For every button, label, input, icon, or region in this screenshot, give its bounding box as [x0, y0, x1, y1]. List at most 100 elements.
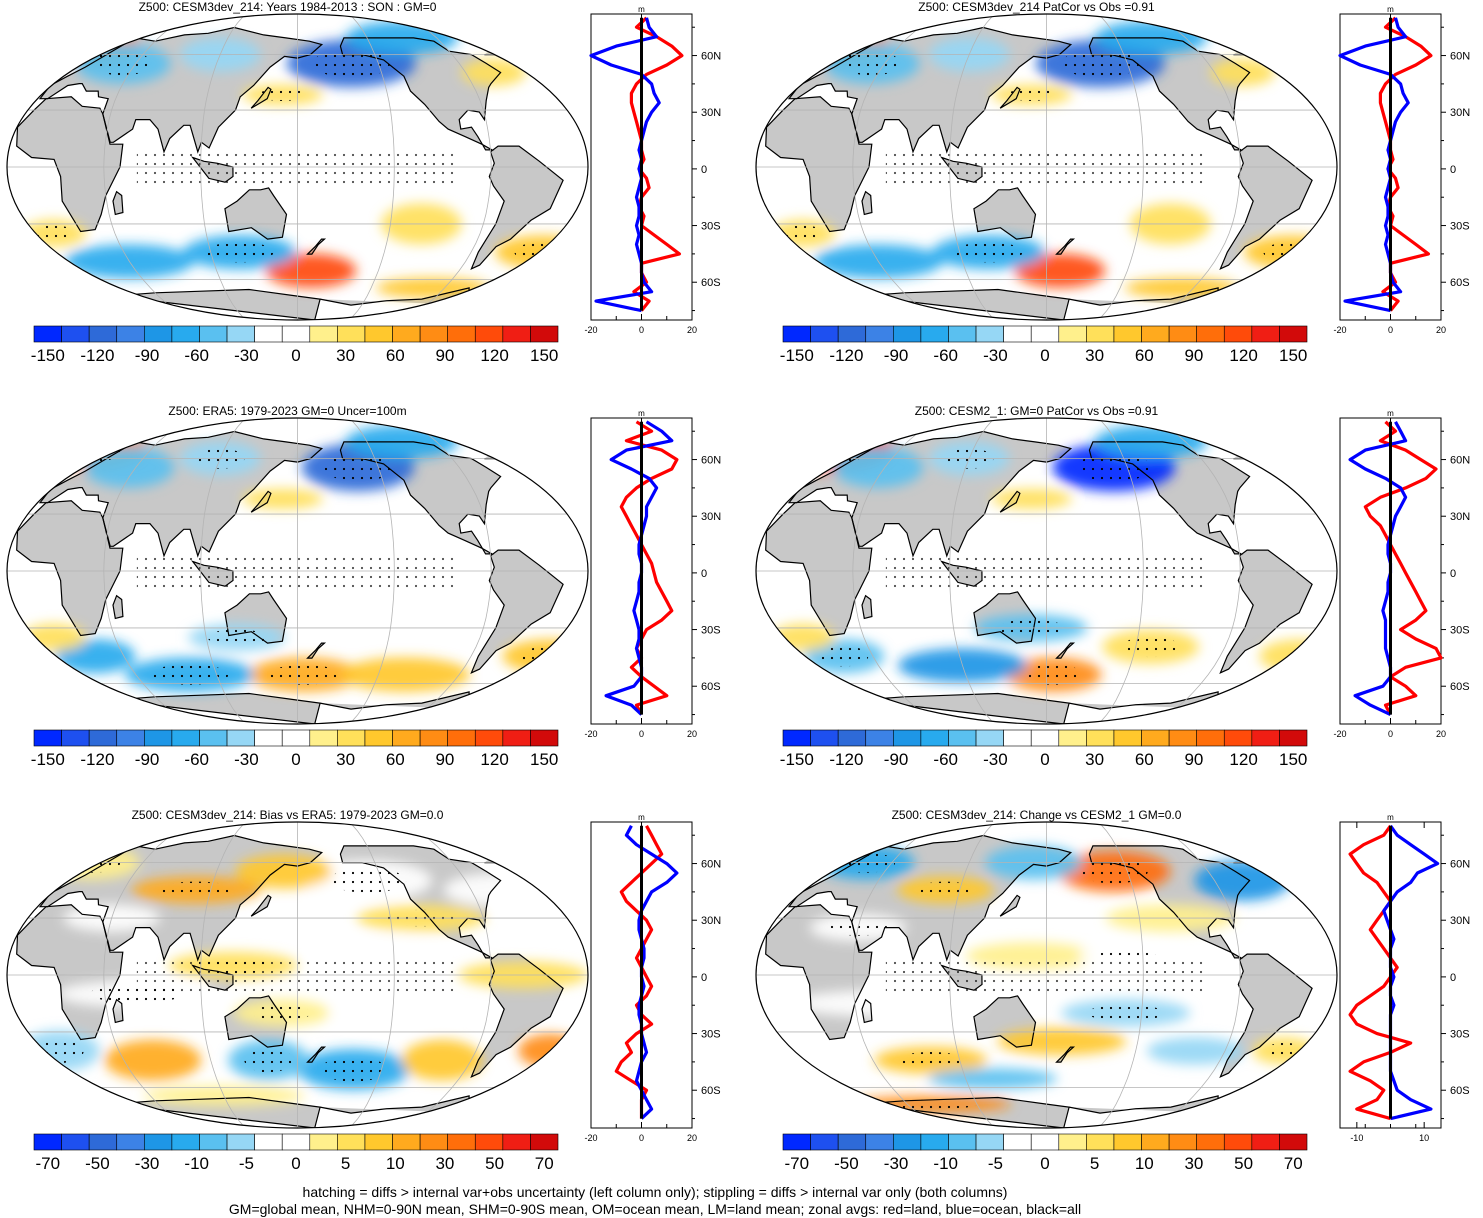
colorbar-label: -30	[983, 346, 1008, 365]
colorbar-box-7	[975, 325, 1004, 343]
colorbar-box-0	[782, 729, 811, 747]
colorbar-label: -10	[933, 1154, 958, 1173]
land-samerica	[471, 146, 564, 269]
colorbar-label: -70	[785, 1154, 810, 1173]
zonal-mean-panel: m -20 0 20 60N 30N 0 30S 60S	[1333, 5, 1470, 335]
stipple-8	[819, 646, 869, 667]
colorbar-label: -150	[780, 346, 814, 365]
meridian-60	[348, 822, 395, 1128]
coast-australia	[973, 995, 1037, 1048]
colorbar-label: 50	[1234, 1154, 1253, 1173]
colorbar-box-7	[975, 729, 1004, 747]
land-antarctica	[111, 287, 470, 320]
colorbar-box-3	[865, 325, 894, 343]
coast-samerica	[470, 549, 564, 674]
colorbar-box-18	[1279, 729, 1308, 747]
colorbar-box-14	[419, 729, 448, 747]
colorbar-box-3	[865, 729, 894, 747]
zonal-lat-label: 60S	[701, 681, 721, 693]
colorbar-box-4	[893, 1133, 922, 1151]
zonal-mean-panel: m -10 10 60N 30N 0 30S 60S	[1339, 813, 1470, 1143]
anomaly-3	[1210, 58, 1275, 87]
stipple-4	[916, 881, 975, 898]
colorbar-box-13	[1141, 1133, 1170, 1151]
coast-japan	[999, 894, 1021, 917]
colorbar-label: 0	[1040, 346, 1049, 365]
zonal-lat-label: 60S	[1450, 277, 1470, 289]
colorbar-box-18	[530, 325, 559, 343]
colorbar-box-12	[364, 729, 393, 747]
colorbar-box-16	[1223, 1133, 1253, 1151]
colorbar-box-7	[226, 729, 255, 747]
colorbar-box-9	[1030, 1133, 1060, 1151]
colorbar-box-8	[254, 325, 283, 343]
zonal-lat-label: 0	[701, 972, 707, 984]
zonal-lat-label: 0	[1450, 972, 1456, 984]
colorbar-box-9	[281, 325, 311, 343]
colorbar-label: 90	[435, 750, 454, 769]
zonal-xtick-label: -20	[584, 729, 597, 739]
coast-namerica	[1088, 441, 1251, 555]
zonal-xtick-label: -20	[1333, 729, 1346, 739]
colorbar-label: -10	[184, 1154, 209, 1173]
colorbar-label: -60	[933, 750, 958, 769]
colorbar-box-1	[810, 325, 839, 343]
stipple-6	[270, 664, 339, 685]
colorbar-box-2	[88, 729, 118, 747]
anomaly-10	[502, 639, 588, 674]
colorbar-label: -120	[80, 346, 114, 365]
colorbar-box-15	[1196, 325, 1225, 343]
coast-nzealand	[1055, 238, 1076, 255]
land-madagascar	[113, 191, 123, 215]
colorbar-box-3	[116, 729, 145, 747]
colorbar-box-17	[1251, 325, 1280, 343]
colorbar-box-9	[281, 729, 311, 747]
colorbar-label: -30	[983, 750, 1008, 769]
anomaly-3	[83, 447, 175, 488]
panel-p4: Z500: CESM2_1: GM=0 PatCor vs Obs =0.91 -…	[755, 404, 1470, 769]
colorbar-box-1	[61, 325, 90, 343]
stipple-8	[205, 242, 274, 263]
colorbar-box-15	[1196, 1133, 1225, 1151]
colorbar-label: 70	[535, 1154, 554, 1173]
stipple-12	[252, 1004, 311, 1022]
zonal-xtick-label: -20	[1333, 325, 1346, 335]
colorbar-box-4	[144, 729, 173, 747]
colorbar-box-5	[171, 325, 200, 343]
zonal-lat-label: 30S	[701, 221, 721, 233]
zonal-lat-label: 30N	[701, 107, 721, 119]
colorbar-box-0	[33, 729, 62, 747]
coast-namerica	[339, 37, 502, 151]
coast-indonesia	[940, 560, 983, 587]
panel-p1: Z500: CESM3dev_214: Years 1984-2013 : SO…	[6, 0, 721, 365]
colorbar-label: -90	[135, 346, 160, 365]
colorbar-box-17	[502, 1133, 531, 1151]
coast-japan	[999, 490, 1021, 513]
zonal-xtick-label: -20	[584, 1133, 597, 1143]
coast-australia	[224, 591, 288, 644]
coast-samerica	[1219, 549, 1313, 674]
zonal-xtick-label: 0	[639, 1133, 644, 1143]
colorbar-label: 30	[1085, 346, 1104, 365]
stipple-12	[34, 225, 74, 242]
stipple-8	[151, 664, 229, 685]
coast-japan	[250, 86, 272, 109]
coast-nzealand	[1055, 642, 1076, 659]
zonal-mean-panel: m -20 0 20 60N 30N 0 30S 60S	[584, 5, 721, 335]
stipple-12	[896, 1052, 965, 1069]
stipple-0	[328, 868, 407, 893]
colorbar-box-1	[810, 1133, 839, 1151]
coast-indonesia	[191, 560, 234, 587]
colorbar-label: -120	[80, 750, 114, 769]
coast-eurasia	[38, 26, 324, 154]
colorbar-label: 0	[291, 750, 300, 769]
colorbar-box-2	[88, 1133, 118, 1151]
colorbar-box-4	[893, 729, 922, 747]
zonal-xtick-label: 0	[1388, 729, 1393, 739]
graticule	[756, 14, 1337, 320]
colorbar-label: 0	[1040, 1154, 1049, 1173]
anomaly-5	[242, 488, 323, 510]
zonal-lat-label: 60N	[701, 455, 721, 467]
zonal-lat-label: 0	[1450, 568, 1456, 580]
stipple-10	[514, 242, 573, 263]
